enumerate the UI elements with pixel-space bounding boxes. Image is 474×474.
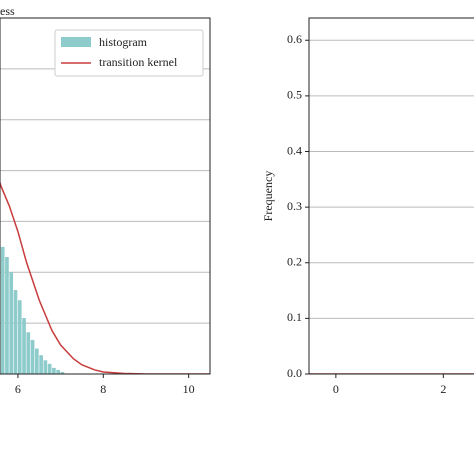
y-tick-label: 0.0 xyxy=(287,366,302,380)
histogram-bar xyxy=(9,272,14,374)
histogram-bar xyxy=(0,246,5,374)
histogram-bar xyxy=(52,367,56,374)
legend-label: transition kernel xyxy=(99,55,178,69)
x-tick-label: 0 xyxy=(333,382,339,396)
histogram-bar xyxy=(22,318,26,374)
histogram-bar xyxy=(35,348,39,374)
plot-area xyxy=(309,373,474,374)
x-tick-label: 10 xyxy=(183,382,195,396)
plot: 0.0 0.1 0.2 0.3 0.4 0.5 0.6 0 2 Frequency xyxy=(261,17,474,396)
y-tick-label: 0.1 xyxy=(287,310,302,324)
kernel-line xyxy=(309,373,474,374)
legend-label: histogram xyxy=(99,35,148,49)
y-tick-label: 0.4 xyxy=(287,143,302,157)
histogram-bar xyxy=(39,355,43,374)
histogram-bar xyxy=(43,360,48,374)
plot-frame xyxy=(308,17,474,375)
y-tick-label: 0.6 xyxy=(287,32,302,46)
x-tick-label: 2 xyxy=(440,382,446,396)
legend-swatch xyxy=(61,37,91,47)
histogram-bar xyxy=(5,257,9,374)
histogram-bar xyxy=(13,290,18,374)
histogram-bar xyxy=(26,332,31,374)
y-tick-label: 0.3 xyxy=(287,199,302,213)
x-tick-label: 6 xyxy=(15,382,21,396)
plot: 0.00.10.20.30.40.50.66810esshistogramtra… xyxy=(0,4,211,396)
histogram-bar xyxy=(56,369,61,374)
histogram-bar xyxy=(30,339,35,374)
histogram-bar xyxy=(47,363,52,374)
y-axis-label: Frequency xyxy=(261,171,275,222)
x-tick-label: 8 xyxy=(100,382,106,396)
histogram-bar xyxy=(17,300,22,374)
y-tick-label: 0.5 xyxy=(287,88,302,102)
y-tick-label: 0.2 xyxy=(287,255,302,269)
chart-title: ess xyxy=(0,4,15,18)
histogram-bar xyxy=(60,371,65,374)
legend-box xyxy=(54,29,204,77)
plot-frame xyxy=(0,17,211,375)
